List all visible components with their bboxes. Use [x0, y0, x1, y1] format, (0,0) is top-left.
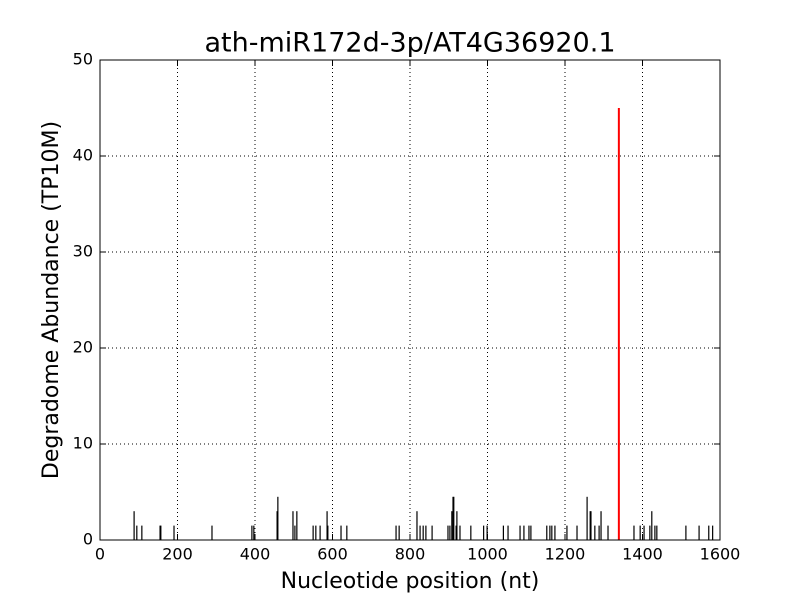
y-tick-label: 50 — [73, 50, 93, 69]
y-tick-label: 0 — [83, 530, 93, 549]
x-tick-label: 1200 — [545, 545, 586, 564]
x-tick-label: 200 — [162, 545, 193, 564]
plot-area — [99, 59, 721, 541]
y-tick-label: 30 — [73, 242, 93, 261]
x-tick-label: 0 — [95, 545, 105, 564]
x-tick-label: 1000 — [467, 545, 508, 564]
y-tick-label: 10 — [73, 434, 93, 453]
x-tick-label: 1400 — [622, 545, 663, 564]
x-tick-label: 400 — [240, 545, 271, 564]
x-tick-label: 600 — [317, 545, 348, 564]
x-tick-label: 800 — [395, 545, 426, 564]
chart-title: ath-miR172d-3p/AT4G36920.1 — [205, 28, 616, 59]
y-tick-label: 40 — [73, 146, 93, 165]
y-axis-label: Degradome Abundance (TP10M) — [39, 121, 64, 479]
x-axis-label: Nucleotide position (nt) — [281, 569, 540, 594]
x-tick-label: 1600 — [700, 545, 741, 564]
y-tick-label: 20 — [73, 338, 93, 357]
